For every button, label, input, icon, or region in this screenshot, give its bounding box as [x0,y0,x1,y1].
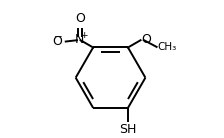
Text: N: N [75,33,84,46]
Text: O: O [75,12,85,25]
Text: SH: SH [119,123,137,136]
Text: O: O [142,33,152,46]
Text: +: + [80,31,87,40]
Text: −: − [54,32,63,43]
Text: O: O [52,35,62,48]
Text: CH₃: CH₃ [157,42,177,52]
